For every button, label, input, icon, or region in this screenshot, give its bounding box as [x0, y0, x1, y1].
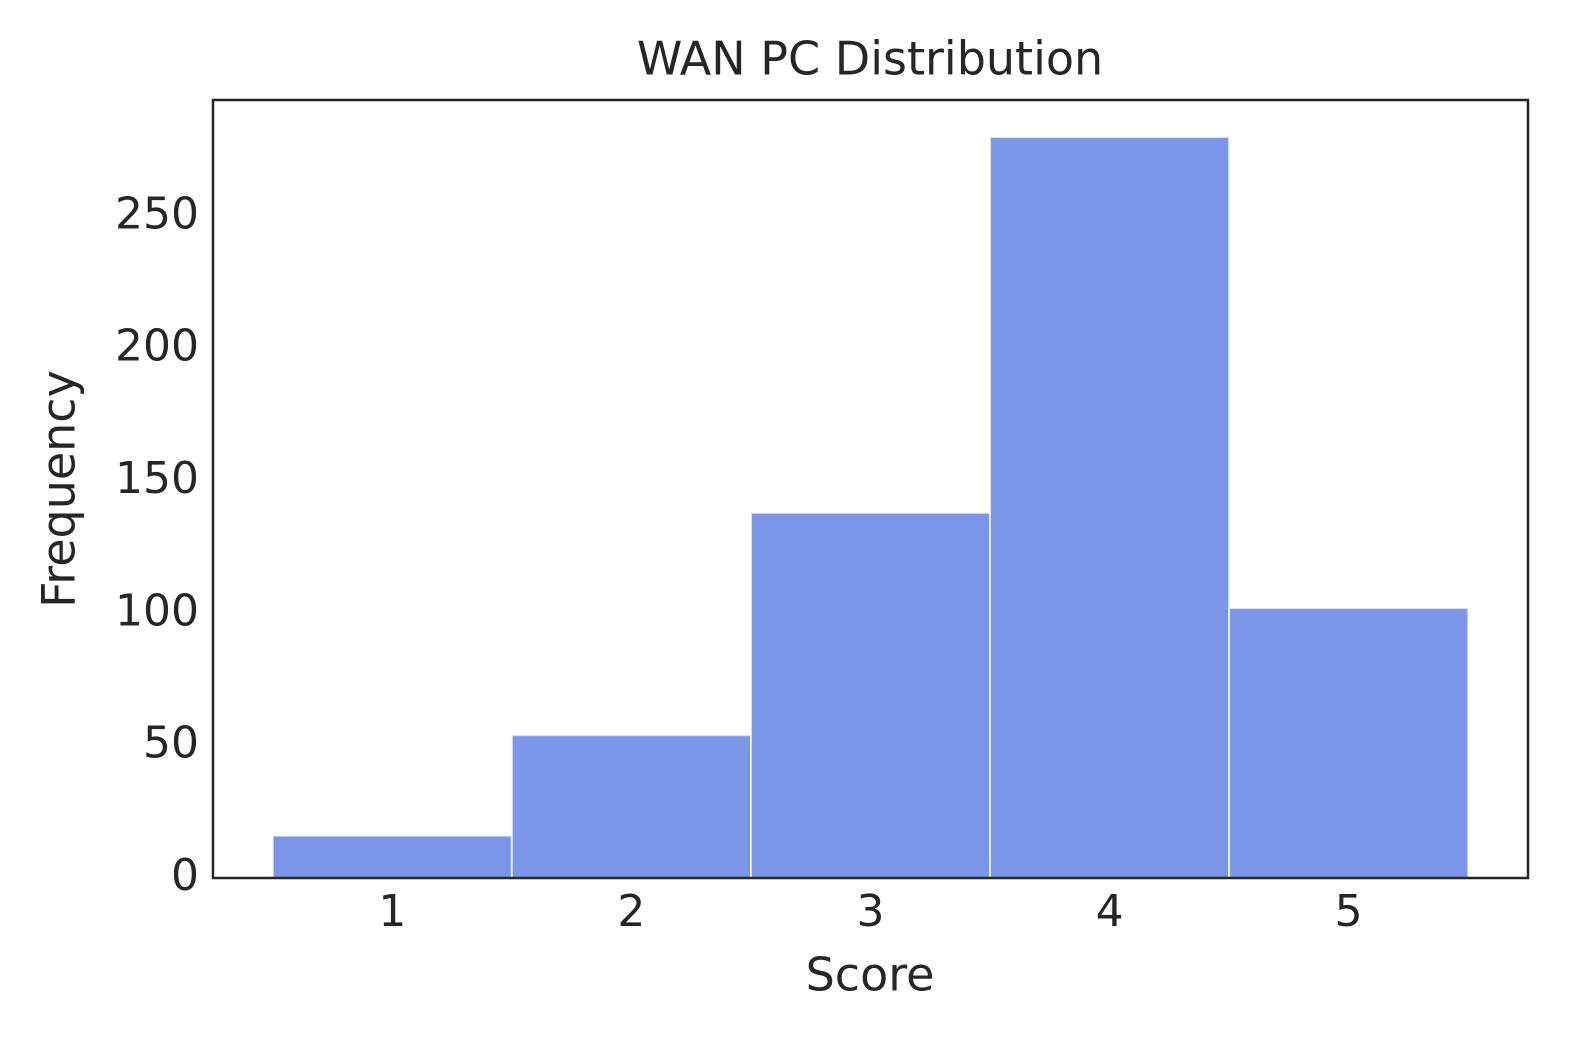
x-tick-label: 2 [617, 886, 645, 937]
y-tick-label: 150 [115, 453, 199, 504]
y-tick-label: 250 [115, 188, 199, 239]
x-tick-label: 5 [1335, 886, 1363, 937]
bar [989, 136, 1231, 880]
y-tick-label: 0 [171, 850, 199, 901]
x-tick-label: 4 [1096, 886, 1124, 937]
plot-frame [211, 98, 1530, 880]
chart-title: WAN PC Distribution [637, 32, 1103, 86]
bar [271, 834, 513, 879]
x-axis-label: Score [806, 948, 935, 1002]
bar [510, 734, 752, 880]
x-tick-label: 1 [378, 886, 406, 937]
bar [1228, 607, 1470, 879]
x-tick-label: 3 [857, 886, 885, 937]
y-tick-label: 50 [143, 718, 199, 769]
y-tick-label: 200 [115, 321, 199, 372]
y-axis-label: Frequency [32, 370, 86, 608]
y-tick-label: 100 [115, 585, 199, 636]
bar [749, 511, 992, 880]
